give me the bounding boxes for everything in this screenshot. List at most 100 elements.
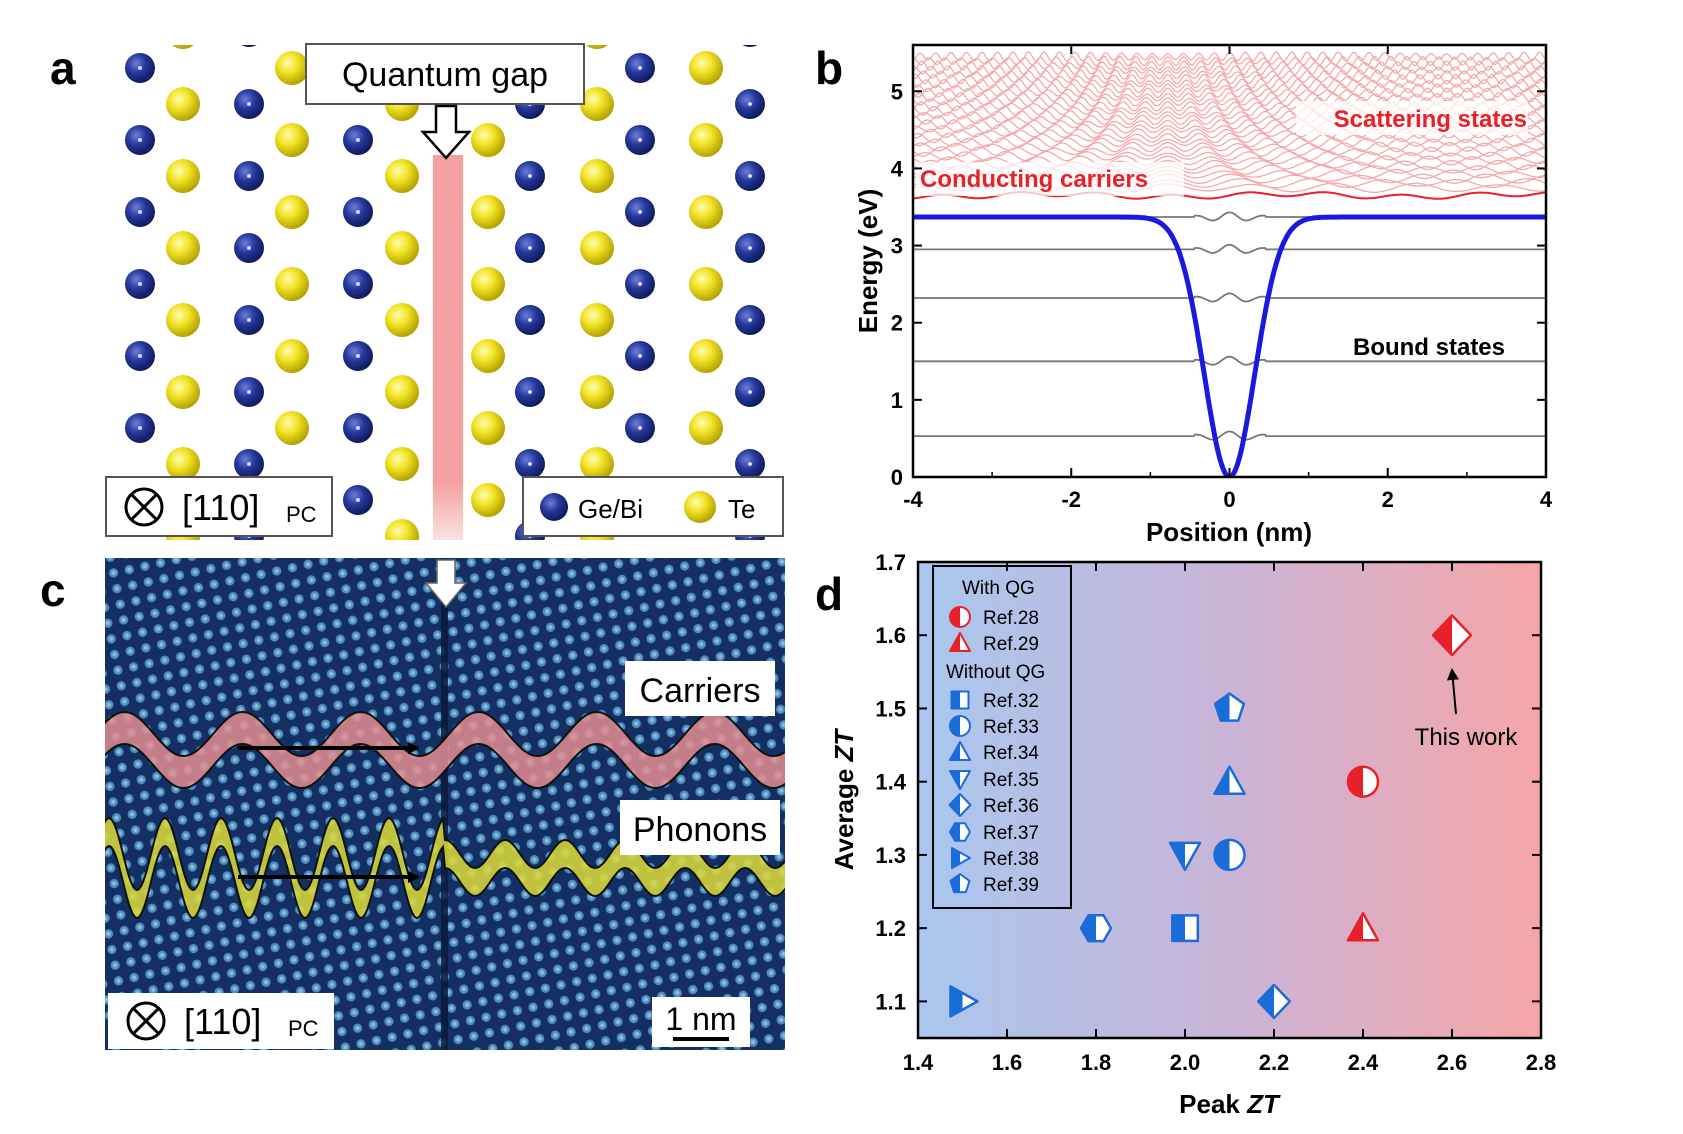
data-point-ref-38 [949, 985, 979, 1018]
gebi-atom-icon [540, 493, 568, 521]
atom-highlight [356, 354, 360, 358]
te-atom [471, 411, 505, 445]
te-atom [471, 267, 505, 301]
te-atom [275, 51, 309, 85]
te-atom [166, 375, 200, 409]
te-atom [275, 195, 309, 229]
atom-highlight [138, 66, 142, 70]
te-atom-icon [684, 491, 716, 523]
phonon-wave [105, 816, 785, 920]
legend-without-qg-label: Without QG [946, 662, 1045, 683]
marker-outline [949, 741, 971, 761]
te-atom [580, 231, 614, 265]
gap-marker-arrow-icon [424, 559, 468, 609]
marker-outline [1257, 983, 1292, 1020]
legend-marker-ref-39 [949, 873, 971, 894]
marker-fill-half [949, 794, 960, 816]
zt-data-points [949, 614, 1473, 1020]
marker-outline [950, 690, 970, 710]
marker-outline [949, 770, 971, 790]
orientation-sub-a: PC [286, 502, 317, 527]
quantum-gap-label: Quantum gap [342, 56, 548, 94]
atom-highlight [528, 462, 532, 466]
phonons-label: Phonons [633, 811, 767, 849]
panel-d: 1.4 1.6 1.8 2.0 2.2 2.4 2.6 2.8 1.1 1.2 1.3 1.4 1.5 1… [815, 550, 1556, 1119]
scale-bar [673, 1037, 729, 1041]
potential-well-curve [913, 214, 1546, 477]
atom-highlight [638, 354, 642, 358]
panel-letter-b: b [815, 42, 843, 94]
te-atom [580, 375, 614, 409]
marker-fill-half [952, 848, 960, 868]
scattering-state-curve [913, 146, 1546, 157]
legend-entry-label: Ref.29 [983, 634, 1039, 655]
conducting-carriers-label: Conducting carriers [920, 166, 1148, 193]
marker-outline [1431, 614, 1473, 657]
marker-fill-half [1433, 615, 1452, 655]
gap-dark-line [441, 558, 448, 1050]
carriers-label-box [625, 661, 775, 716]
atom-highlight [356, 498, 360, 502]
te-atom [471, 0, 505, 13]
marker-fill-half [950, 716, 960, 736]
legend-entry-label: Ref.33 [983, 717, 1039, 738]
orientation-sub-c: PC [288, 1016, 319, 1041]
marker-outline [949, 873, 971, 894]
marker-outline [1346, 911, 1380, 942]
atom-highlight [528, 246, 532, 250]
atom-highlight [528, 174, 532, 178]
bound-state-curve [913, 292, 1546, 303]
legend-entry-label: Ref.39 [983, 875, 1039, 896]
legend-entry-label: Ref.34 [983, 743, 1039, 764]
atom-highlight [138, 354, 142, 358]
bound-state-curve [913, 243, 1546, 254]
marker-outline [1171, 914, 1200, 943]
te-atom [689, 411, 723, 445]
gebi-atom [522, 45, 538, 47]
y-tick-label: 1.4 [875, 770, 906, 795]
te-atom [166, 447, 200, 481]
marker-outline [1213, 692, 1246, 722]
te-atom [385, 303, 419, 337]
te-atom [471, 483, 505, 517]
scattering-state-curve [913, 87, 1546, 99]
atom-highlight [528, 318, 532, 322]
x-tick-label: 2.2 [1259, 1050, 1290, 1075]
scattering-label-bg [1296, 101, 1528, 135]
x-tick-label: 2.8 [1526, 1050, 1557, 1075]
zt-plot-axes: 1.4 1.6 1.8 2.0 2.2 2.4 2.6 2.8 1.1 1.2 1.3 1.4 1.5 1… [875, 550, 1556, 1075]
legend-entry-label: Ref.28 [983, 608, 1039, 629]
bound-state-curve [913, 355, 1546, 366]
legend-marker-ref-37 [949, 822, 971, 842]
data-point-ref-37 [1079, 913, 1113, 943]
this-work-arrow-icon [1446, 668, 1459, 715]
marker-fill-half [1172, 915, 1185, 941]
atom-highlight [748, 462, 752, 466]
gebi-atom [241, 45, 257, 47]
marker-outline [1346, 765, 1380, 798]
atom-highlight [247, 246, 251, 250]
marker-outline [951, 847, 971, 869]
atom-highlight [247, 462, 251, 466]
view-direction-icon [126, 1001, 166, 1041]
energy-axis-title: Energy (eV) [853, 189, 883, 334]
atom-highlight [356, 210, 360, 214]
atom-highlight [356, 282, 360, 286]
te-atom [580, 87, 614, 121]
te-atom [689, 339, 723, 373]
y-tick-label: 1.2 [875, 916, 906, 941]
atom-highlight [638, 138, 642, 142]
y-tick-label: 2 [891, 311, 903, 336]
te-atom [586, 45, 608, 49]
te-atom [275, 267, 309, 301]
data-point-ref-33 [1213, 838, 1246, 872]
te-atom [275, 339, 309, 373]
y-tick-label: 1.5 [875, 696, 906, 721]
legend-with-qg-label: With QG [962, 578, 1035, 599]
marker-outline [948, 793, 972, 817]
marker-fill-half [1258, 984, 1274, 1018]
bound-state-curve [913, 430, 1546, 441]
atom-highlight [356, 426, 360, 430]
marker-fill-half [951, 691, 960, 709]
